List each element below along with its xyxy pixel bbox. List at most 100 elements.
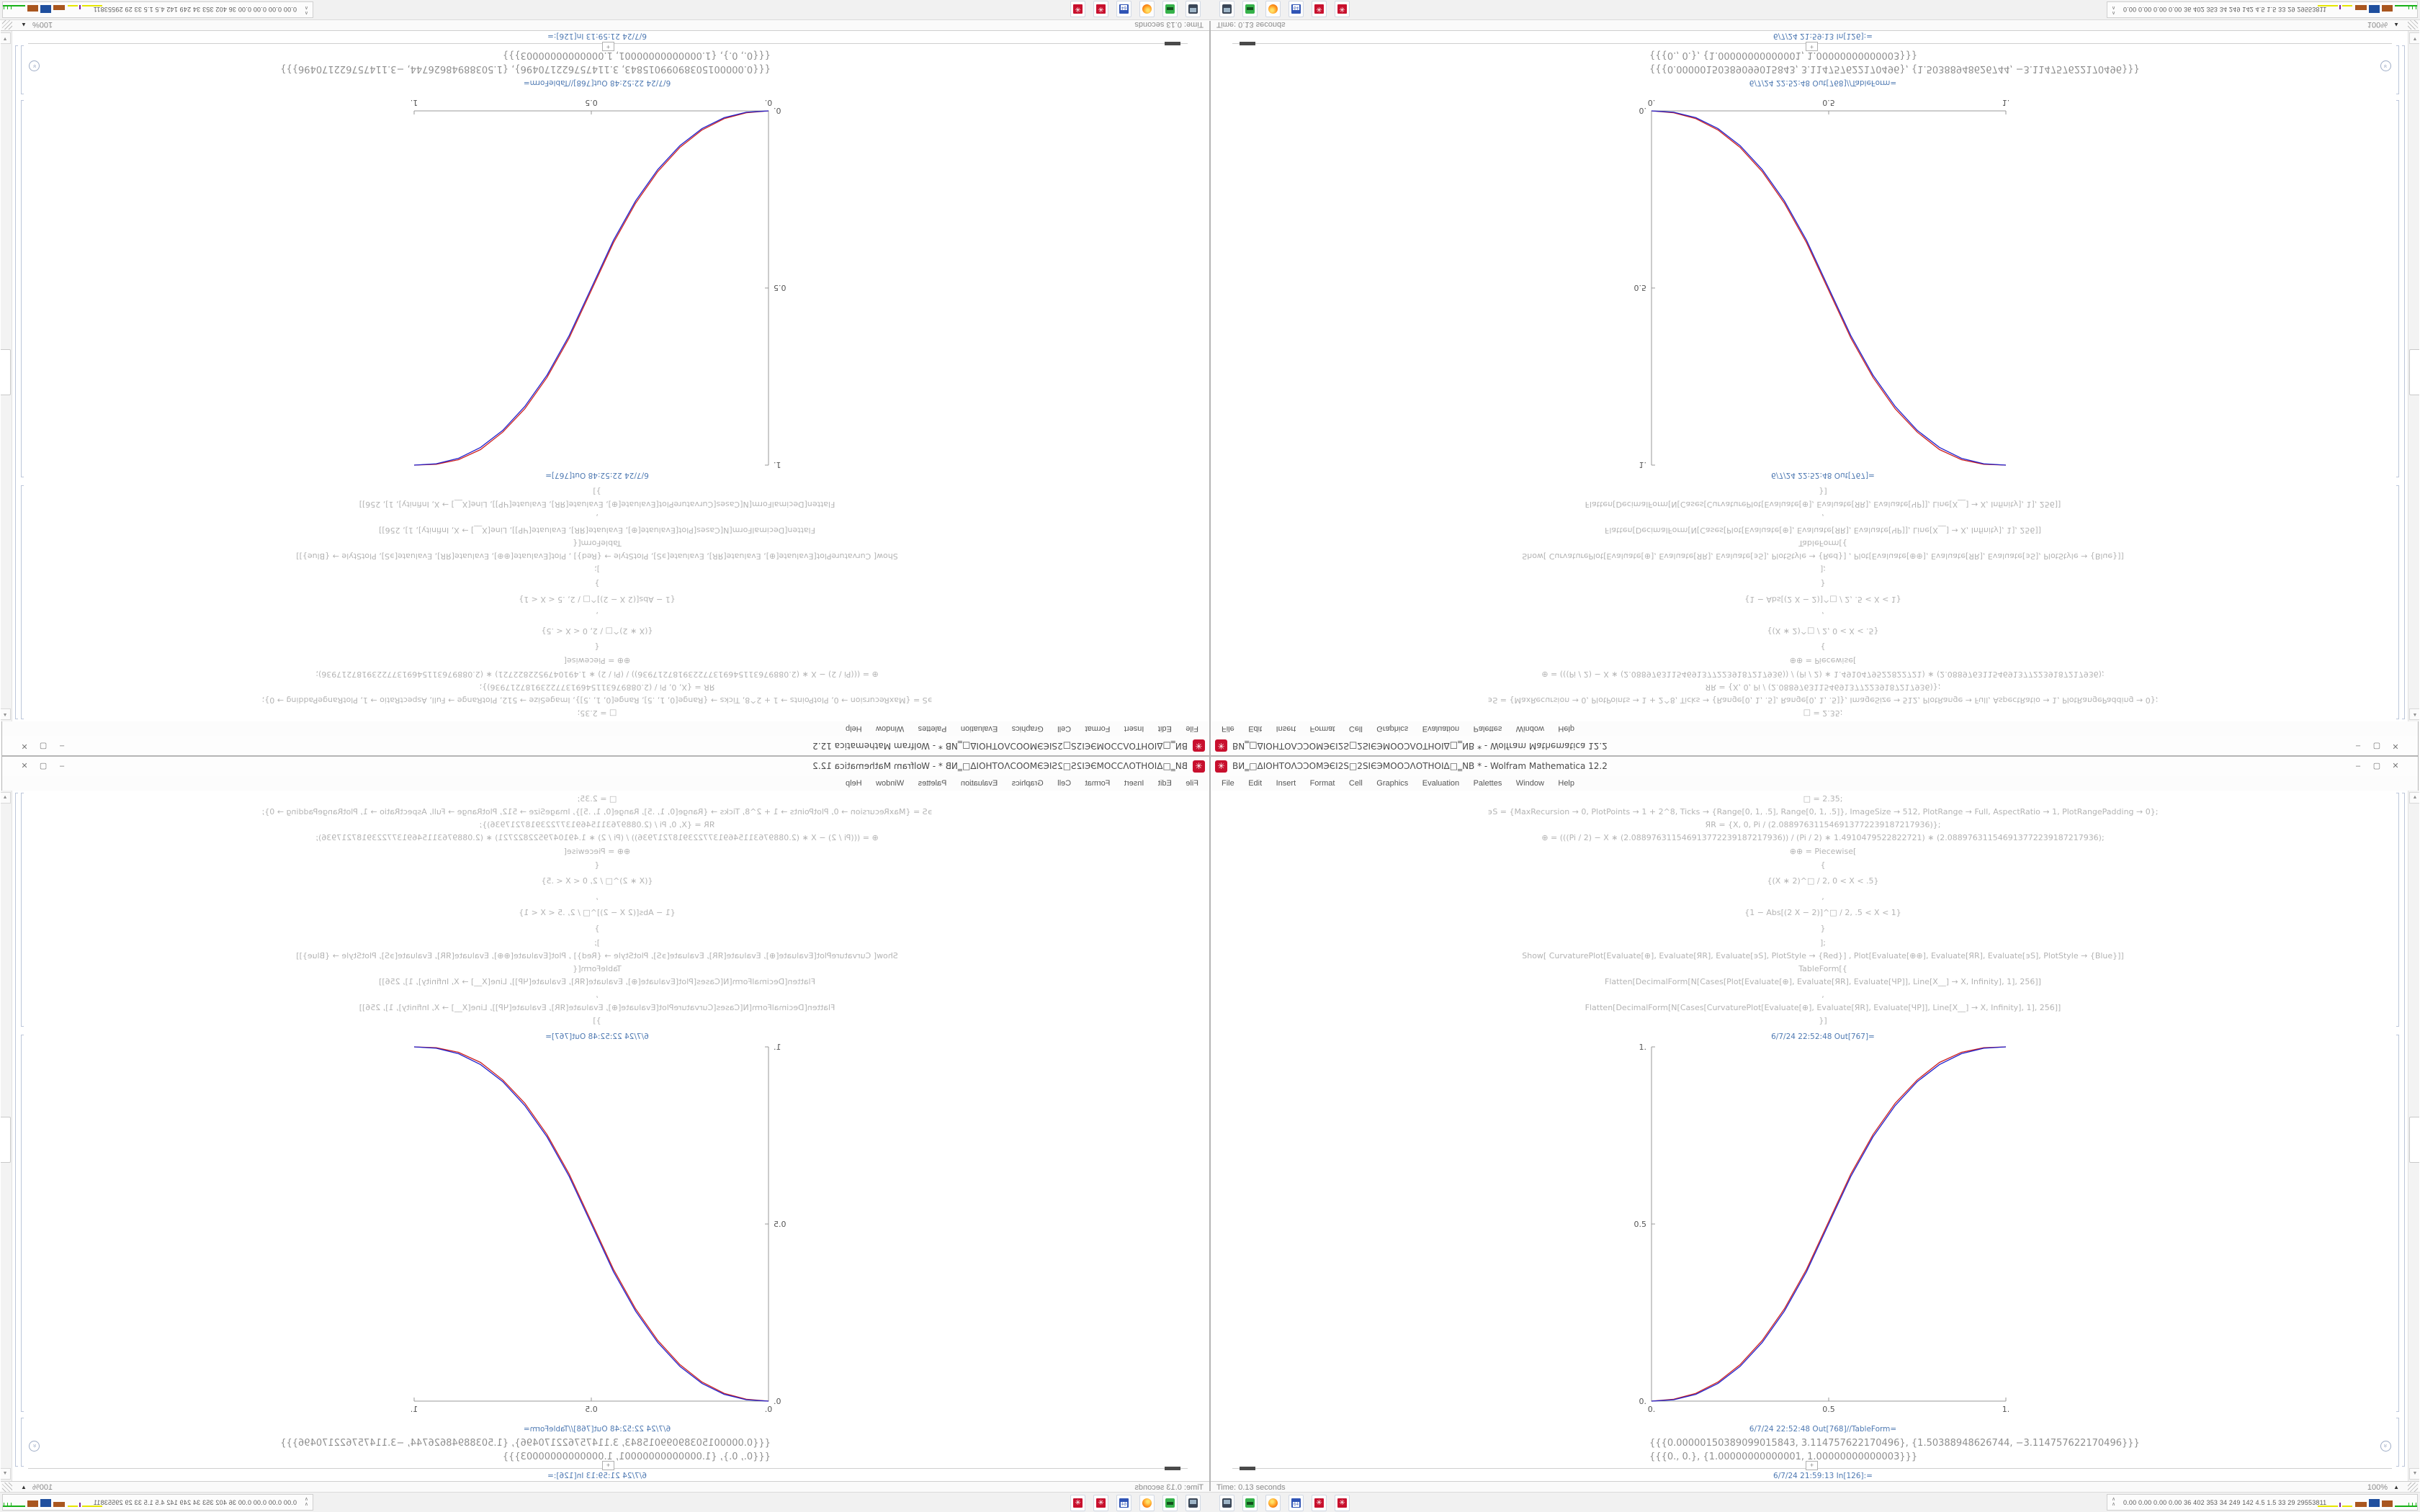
menu-help[interactable]: Help [1558,779,1574,788]
menu-palettes[interactable]: Palettes [918,779,947,788]
scrollbar-thumb[interactable] [1,349,11,395]
menu-graphics[interactable]: Graphics [1376,779,1409,788]
code-line[interactable]: □ = 2.35; [1803,708,1843,718]
code-line[interactable]: Flatten[DecimalForm[N[Cases[CurvaturePlo… [1585,1003,2061,1012]
close-button[interactable]: ✕ [2392,762,2399,770]
code-line[interactable]: Show[ CurvaturePlot[Evaluate[⊕], Evaluat… [1522,951,2124,960]
code-line[interactable]: Show[ CurvaturePlot[Evaluate[⊕], Evaluat… [296,552,898,561]
menu-insert[interactable]: Insert [1124,779,1144,788]
code-line[interactable]: ⊕ = (((Pi / 2) − X ∗ (2.0889763115469137… [1541,670,2105,679]
minimize-button[interactable]: – [2355,742,2361,750]
menu-cell[interactable]: Cell [1348,724,1363,733]
taskbar-button-green-app[interactable] [1162,1,1178,17]
minimize-button[interactable]: – [59,742,65,750]
menu-palettes[interactable]: Palettes [918,724,947,733]
code-line[interactable]: , [1821,892,1824,901]
output-plot[interactable]: 0. 0. 0.5 0.5 1. 1. [1621,98,2025,473]
resize-grip[interactable] [2408,20,2418,30]
taskbar-button-mathematica-2[interactable]: ✳ [1070,1,1085,17]
taskbar-button-screenshot-tool[interactable] [1186,1495,1201,1511]
cell-bracket-input[interactable] [2396,485,2399,719]
menu-window[interactable]: Window [1515,724,1544,733]
menu-cell[interactable]: Cell [1348,779,1363,788]
code-line[interactable]: {(X ∗ 2)^□ / 2, 0 < X < .5} [541,876,653,886]
cell-bracket-output-plot[interactable] [21,1035,24,1412]
menu-file[interactable]: File [1186,724,1198,733]
code-line[interactable]: {1 − Abs[(2 X − 2)]^□ / 2, .5 < X < 1} [519,595,676,604]
code-line[interactable]: □ = 2.35; [577,794,617,804]
notebook-area[interactable]: □ = 2.35; ϶Ѕ = {MaxRecursion → 0, PlotPo… [1,791,1209,1481]
vertical-scrollbar[interactable]: ▲ ▼ [2408,31,2419,721]
code-line[interactable]: } [594,579,600,588]
code-line[interactable]: Flatten[DecimalForm[N[Cases[Plot[Evaluat… [379,977,815,986]
insert-cell-plus-button[interactable]: + [602,1461,614,1470]
code-line[interactable]: Flatten[DecimalForm[N[Cases[CurvaturePlo… [359,500,835,509]
code-line[interactable]: TableForm[{ [573,964,622,973]
taskbar-button-firefox[interactable] [1139,1,1155,17]
code-line[interactable]: {(X ∗ 2)^□ / 2, 0 < X < .5} [1767,876,1879,886]
code-line[interactable]: , [596,892,599,901]
close-button[interactable]: ✕ [2392,742,2399,750]
code-line[interactable]: □ = 2.35; [577,708,617,718]
taskbar-button-mathematica-2[interactable]: ✳ [1335,1495,1350,1511]
tray-expand-icon[interactable]: ∧ ∧ [2112,1497,2116,1507]
taskbar-button-editor[interactable] [1116,1,1131,17]
menu-evaluation[interactable]: Evaluation [1422,779,1460,788]
code-line[interactable]: ЯR = {X, 0, Pi / (2.08897631154691377223… [1705,683,1941,692]
taskbar-button-mathematica-2[interactable]: ✳ [1335,1,1350,17]
code-line[interactable]: {1 − Abs[(2 X − 2)]^□ / 2, .5 < X < 1} [519,908,676,917]
title-bar[interactable]: ✳ ВИ‗□ΔΙΟΗΤΟΛƆƆΟΜЭЄΙ2Ѕ□2ЅΙЄЭΜΟΟƆΛΟΤΗΟΙΔ□… [2,757,1209,777]
menu-edit[interactable]: Edit [1157,779,1172,788]
zoom-level[interactable]: 100% [32,20,53,29]
code-line[interactable]: Show[ CurvaturePlot[Evaluate[⊕], Evaluat… [1522,552,2124,561]
code-line[interactable]: Show[ CurvaturePlot[Evaluate[⊕], Evaluat… [296,951,898,960]
zoom-dropdown-icon[interactable]: ▲ [21,22,27,28]
cell-bracket-output-plot[interactable] [2396,100,2399,477]
cell-bracket-group[interactable] [15,793,18,1467]
code-line[interactable]: ⊕⊕ = Piecewise[ [563,656,631,665]
taskbar-button-green-app[interactable] [1242,1495,1258,1511]
maximize-button[interactable]: ▢ [39,742,48,750]
scroll-down-icon[interactable]: ▼ [2409,1468,2419,1480]
code-line[interactable]: ϶Ѕ = {MaxRecursion → 0, PlotPoints → 1 +… [261,807,933,816]
vertical-scrollbar[interactable]: ▲ ▼ [1,31,12,721]
cell-bracket-output-plot[interactable] [2396,1035,2399,1412]
menu-format[interactable]: Format [1309,724,1335,733]
menu-insert[interactable]: Insert [1276,779,1296,788]
zoom-level[interactable]: 100% [2367,1483,2388,1492]
maximize-button[interactable]: ▢ [2372,742,2381,750]
scroll-down-icon[interactable]: ▼ [1,1468,11,1480]
maximize-button[interactable]: ▢ [2372,762,2381,770]
tray-expand-icon[interactable]: ∧ ∧ [2112,5,2116,15]
menu-insert[interactable]: Insert [1124,724,1144,733]
menu-graphics[interactable]: Graphics [1376,724,1409,733]
minimize-button[interactable]: – [2355,762,2361,770]
taskbar-button-green-app[interactable] [1242,1,1258,17]
title-bar[interactable]: ✳ ВИ‗□ΔΙΟΗΤΟΛƆƆΟΜЭЄΙ2Ѕ□2ЅΙЄЭΜΟΟƆΛΟΤΗΟΙΔ□… [1211,735,2418,755]
insert-cell-plus-button[interactable]: + [602,42,614,51]
code-line[interactable]: ⊕⊕ = Piecewise[ [1789,847,1857,856]
cell-bracket-input[interactable] [2396,793,2399,1027]
code-line[interactable]: □ = 2.35; [1803,794,1843,804]
code-line[interactable]: , [1821,513,1824,522]
scroll-down-icon[interactable]: ▼ [1,32,11,44]
taskbar-button-mathematica-1[interactable]: ✳ [1312,1,1327,17]
menu-edit[interactable]: Edit [1157,724,1172,733]
menu-window[interactable]: Window [876,724,905,733]
collapse-output-icon[interactable]: » [2380,60,2391,71]
zoom-dropdown-icon[interactable]: ▲ [2393,22,2399,28]
menu-help[interactable]: Help [846,724,862,733]
code-line[interactable]: { [1820,642,1826,652]
taskbar-button-mathematica-2[interactable]: ✳ [1070,1495,1085,1511]
scroll-up-icon[interactable]: ▲ [2409,708,2419,720]
code-line[interactable]: , [596,611,599,620]
cell-bracket-output-table[interactable] [21,1418,24,1467]
insert-cell-plus-button[interactable]: + [1806,1461,1818,1470]
scroll-up-icon[interactable]: ▲ [2409,792,2419,804]
scroll-up-icon[interactable]: ▲ [1,792,11,804]
code-line[interactable]: TableForm[{ [1798,964,1847,973]
menu-evaluation[interactable]: Evaluation [960,779,998,788]
taskbar-button-mathematica-1[interactable]: ✳ [1312,1495,1327,1511]
taskbar-button-editor[interactable] [1116,1495,1131,1511]
cell-bracket-input[interactable] [21,485,24,719]
